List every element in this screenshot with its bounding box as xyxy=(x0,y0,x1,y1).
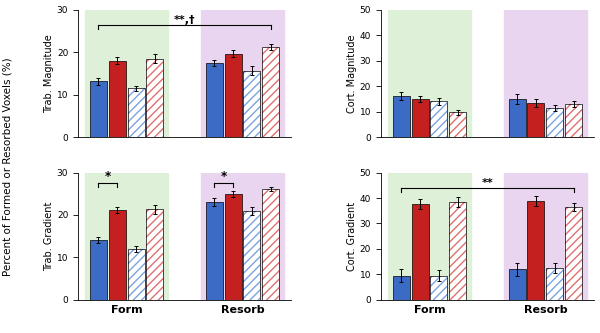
Y-axis label: Cort. Magnitude: Cort. Magnitude xyxy=(347,34,357,113)
Bar xyxy=(85,172,168,300)
Bar xyxy=(509,99,526,137)
Bar xyxy=(388,172,471,300)
Bar xyxy=(565,104,582,137)
Bar xyxy=(206,63,223,137)
Bar xyxy=(449,112,466,137)
Bar xyxy=(546,268,563,300)
Bar xyxy=(449,202,466,300)
Bar xyxy=(546,268,563,300)
Bar xyxy=(224,54,242,137)
Bar xyxy=(449,202,466,300)
Bar xyxy=(244,71,260,137)
Bar xyxy=(430,102,448,137)
Bar xyxy=(412,204,428,300)
Bar xyxy=(262,47,279,137)
Bar xyxy=(393,275,410,300)
Text: Percent of Formed or Resorbed Voxels (%): Percent of Formed or Resorbed Voxels (%) xyxy=(2,57,12,276)
Bar xyxy=(430,102,448,137)
Bar xyxy=(504,10,587,137)
Bar xyxy=(449,112,466,137)
Bar xyxy=(128,249,145,300)
Bar xyxy=(244,71,260,137)
Bar xyxy=(565,104,582,137)
Bar xyxy=(244,211,260,300)
Bar xyxy=(109,210,126,300)
Y-axis label: Trab. Magnitude: Trab. Magnitude xyxy=(44,34,54,113)
Text: *: * xyxy=(221,170,227,183)
Bar xyxy=(262,189,279,300)
Bar xyxy=(412,100,428,137)
Bar xyxy=(128,88,145,137)
Bar xyxy=(527,200,544,300)
Bar xyxy=(128,249,145,300)
Bar xyxy=(146,59,163,137)
Bar xyxy=(90,239,107,300)
Bar xyxy=(146,209,163,300)
Bar xyxy=(527,103,544,137)
Bar xyxy=(201,10,284,137)
Bar xyxy=(262,189,279,300)
Bar xyxy=(224,194,242,300)
Bar xyxy=(244,211,260,300)
Text: **,†: **,† xyxy=(174,15,196,25)
Bar xyxy=(565,207,582,300)
Bar xyxy=(546,108,563,137)
Y-axis label: Cort. Gradient: Cort. Gradient xyxy=(347,201,357,271)
Bar xyxy=(565,207,582,300)
Y-axis label: Trab. Gradient: Trab. Gradient xyxy=(44,201,54,271)
Bar xyxy=(109,61,126,137)
Bar xyxy=(430,275,448,300)
Bar xyxy=(128,88,145,137)
Bar xyxy=(546,108,563,137)
Bar xyxy=(388,10,471,137)
Text: **: ** xyxy=(482,178,493,188)
Bar xyxy=(85,10,168,137)
Bar xyxy=(262,47,279,137)
Bar xyxy=(206,202,223,300)
Bar xyxy=(146,59,163,137)
Bar xyxy=(504,172,587,300)
Text: *: * xyxy=(105,170,111,183)
Bar xyxy=(201,172,284,300)
Bar xyxy=(90,81,107,137)
Bar xyxy=(146,209,163,300)
Bar xyxy=(430,275,448,300)
Bar xyxy=(393,96,410,137)
Bar xyxy=(509,269,526,300)
